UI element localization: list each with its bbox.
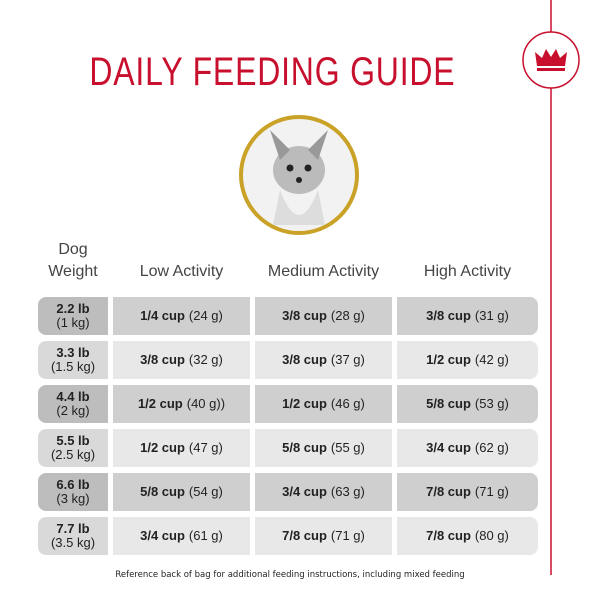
amount-cell: 3/4 cup (63 g) <box>255 473 392 511</box>
gram-amount: (42 g) <box>474 352 509 367</box>
weight-cell: 3.3 lb (1.5 kg) <box>38 341 108 379</box>
amount-cell: 5/8 cup (53 g) <box>397 385 538 423</box>
dog-ears <box>270 130 328 160</box>
amount-cell: 1/2 cup (46 g) <box>255 385 392 423</box>
gram-amount: (80 g) <box>474 528 509 543</box>
amount-cell: 5/8 cup (54 g) <box>113 473 250 511</box>
cup-amount: 3/4 cup <box>282 484 327 499</box>
gram-amount: (24 g) <box>188 308 223 323</box>
crown <box>535 49 567 66</box>
amount-cell: 3/4 cup (61 g) <box>113 517 250 555</box>
gram-amount: (54 g) <box>188 484 223 499</box>
dog-nose <box>296 177 302 183</box>
weight-kg: (3.5 kg) <box>50 535 96 550</box>
cup-amount: 1/2 cup <box>426 352 471 367</box>
dog-body <box>273 190 325 225</box>
crown-base <box>537 68 565 71</box>
cup-amount: 3/8 cup <box>282 308 327 323</box>
amount-cell: 1/4 cup (24 g) <box>113 297 250 335</box>
gram-amount: (47 g) <box>188 440 223 455</box>
cup-amount: 5/8 cup <box>426 396 471 411</box>
amount-cell: 1/2 cup (40 g)) <box>113 385 250 423</box>
cup-amount: 1/2 cup <box>137 396 183 411</box>
dog-eye <box>286 164 294 172</box>
weight-lb: 3.3 lb <box>56 345 90 360</box>
gram-amount: (61 g) <box>188 528 223 543</box>
amount-cell: 3/4 cup (62 g) <box>397 429 538 467</box>
gram-amount: (53 g) <box>474 396 509 411</box>
cup-amount: 3/8 cup <box>282 352 327 367</box>
weight-kg: (1 kg) <box>56 315 90 330</box>
weight-cell: 2.2 lb (1 kg) <box>38 297 108 335</box>
gram-amount: (63 g) <box>330 484 365 499</box>
weight-lb: 6.6 lb <box>56 477 90 492</box>
gram-amount: (28 g) <box>330 308 365 323</box>
amount-cell: 3/8 cup (28 g) <box>255 297 392 335</box>
cup-amount: 5/8 cup <box>140 484 185 499</box>
amount-cell: 5/8 cup (55 g) <box>255 429 392 467</box>
cup-amount: 7/8 cup <box>426 528 471 543</box>
dog-eye <box>304 164 312 172</box>
amount-cell: 7/8 cup (71 g) <box>255 517 392 555</box>
weight-kg: (2 kg) <box>56 403 90 418</box>
weight-lb: 7.7 lb <box>56 521 90 536</box>
weight-cell: 4.4 lb (2 kg) <box>38 385 108 423</box>
amount-cell: 7/8 cup (80 g) <box>397 517 538 555</box>
weight-cell: 7.7 lb (3.5 kg) <box>38 517 108 555</box>
cup-amount: 7/8 cup <box>426 484 471 499</box>
gram-amount: (71 g) <box>474 484 509 499</box>
weight-cell: 6.6 lb (3 kg) <box>38 473 108 511</box>
amount-cell: 7/8 cup (71 g) <box>397 473 538 511</box>
amount-cell: 3/8 cup (37 g) <box>255 341 392 379</box>
weight-cell: 5.5 lb (2.5 kg) <box>38 429 108 467</box>
gram-amount: (40 g)) <box>186 396 226 411</box>
weight-lb: 2.2 lb <box>56 301 90 316</box>
column-header: Low Activity <box>139 263 224 280</box>
cup-amount: 1/2 cup <box>282 396 327 411</box>
title: DAILY FEEDING GUIDE <box>89 50 456 94</box>
gram-amount: (32 g) <box>188 352 223 367</box>
amount-cell: 3/8 cup (32 g) <box>113 341 250 379</box>
cup-amount: 1/2 cup <box>140 440 185 455</box>
weight-kg: (2.5 kg) <box>50 447 96 462</box>
cup-amount: 1/4 cup <box>140 308 185 323</box>
cup-amount: 5/8 cup <box>282 440 327 455</box>
weight-lb: 4.4 lb <box>56 389 90 404</box>
cup-amount: 3/4 cup <box>426 440 471 455</box>
gram-amount: (62 g) <box>474 440 509 455</box>
gram-amount: (71 g) <box>330 528 365 543</box>
cup-amount: 7/8 cup <box>282 528 327 543</box>
gram-amount: (31 g) <box>474 308 509 323</box>
weight-kg: (3 kg) <box>56 491 90 506</box>
cup-amount: 3/8 cup <box>426 308 471 323</box>
cup-amount: 3/4 cup <box>140 528 185 543</box>
amount-cell: 1/2 cup (42 g) <box>397 341 538 379</box>
column-header: Dog Weight <box>48 241 98 280</box>
gram-amount: (46 g) <box>330 396 365 411</box>
dog-head <box>273 146 325 194</box>
column-header: High Activity <box>423 263 512 280</box>
weight-kg: (1.5 kg) <box>50 359 96 374</box>
cup-amount: 3/8 cup <box>140 352 185 367</box>
column-header: Medium Activity <box>267 263 380 280</box>
amount-cell: 3/8 cup (31 g) <box>397 297 538 335</box>
gram-amount: (37 g) <box>330 352 365 367</box>
weight-lb: 5.5 lb <box>56 433 90 448</box>
amount-cell: 1/2 cup (47 g) <box>113 429 250 467</box>
gram-amount: (55 g) <box>330 440 365 455</box>
footnote: Reference back of bag for additional fee… <box>115 570 465 580</box>
